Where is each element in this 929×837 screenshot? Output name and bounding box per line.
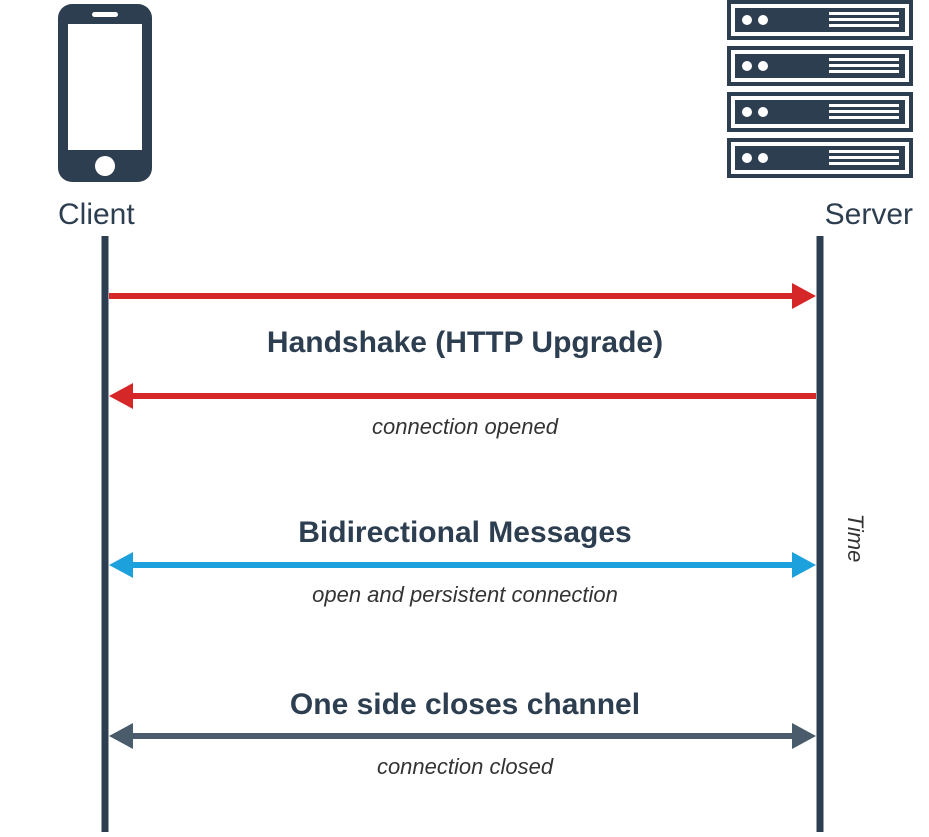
- time-axis-label: Time: [843, 514, 868, 563]
- arrow-close: [109, 723, 816, 749]
- close-title: One side closes channel: [290, 688, 640, 721]
- websocket-sequence-diagram: Client Server Handshake (HTTP Upgrade) co…: [0, 0, 929, 837]
- bidirectional-title: Bidirectional Messages: [298, 516, 631, 549]
- client-icon: [58, 4, 152, 182]
- arrow-handshake-response: [109, 383, 816, 409]
- client-label: Client: [58, 198, 135, 231]
- server-label: Server: [825, 198, 913, 231]
- connection-closed: connection closed: [377, 754, 554, 779]
- handshake-title: Handshake (HTTP Upgrade): [267, 326, 663, 359]
- server-icon: [727, 0, 913, 178]
- open-persistent: open and persistent connection: [312, 582, 618, 607]
- arrow-bidirectional: [109, 552, 816, 578]
- connection-opened: connection opened: [372, 414, 559, 439]
- arrow-handshake-request: [109, 283, 816, 309]
